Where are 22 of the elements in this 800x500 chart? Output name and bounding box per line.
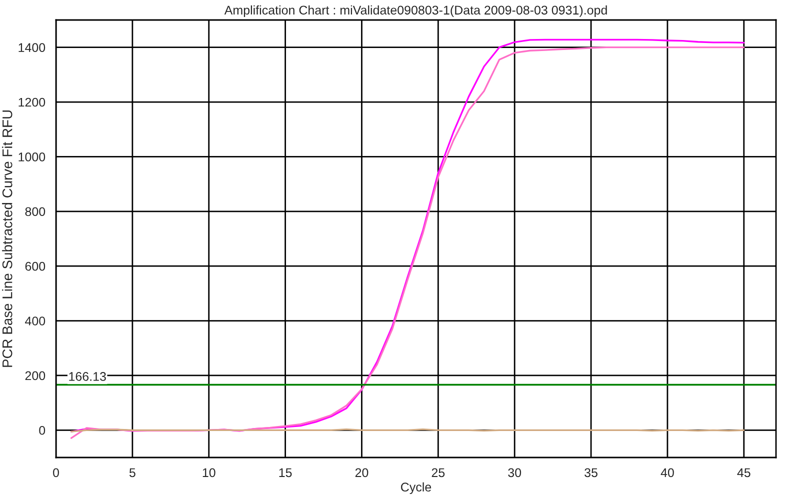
y-tick-label: 1000 — [18, 152, 46, 162]
y-tick-label: 800 — [25, 207, 46, 216]
x-tick-label: 10 — [202, 468, 216, 478]
chart-title: Amplification Chart : miValidate090803-1(Data 2009-08-03 0931).opd — [224, 5, 607, 18]
y-tick-label: 1400 — [18, 43, 46, 52]
ref-line-label: 166.13 — [69, 372, 106, 381]
y-tick-label: 1200 — [18, 98, 46, 107]
y-axis-title: PCR Base Line Subtracted Curve Fit RFU — [2, 110, 12, 367]
x-tick-label: 40 — [660, 468, 674, 478]
x-tick-label: 35 — [584, 468, 598, 478]
y-tick-label: 0 — [39, 426, 46, 435]
y-tick-label: 200 — [25, 371, 46, 380]
x-tick-label: 20 — [355, 468, 368, 478]
x-tick-label: 5 — [129, 468, 136, 478]
x-tick-label: 0 — [53, 468, 59, 478]
x-axis-title: Cycle — [401, 482, 432, 494]
x-tick-label: 30 — [508, 468, 522, 478]
x-tick-label: 25 — [432, 468, 445, 478]
x-tick-label: 45 — [737, 468, 750, 478]
y-tick-label: 400 — [25, 316, 46, 326]
y-tick-label: 600 — [25, 262, 46, 271]
x-tick-label: 15 — [279, 468, 292, 478]
